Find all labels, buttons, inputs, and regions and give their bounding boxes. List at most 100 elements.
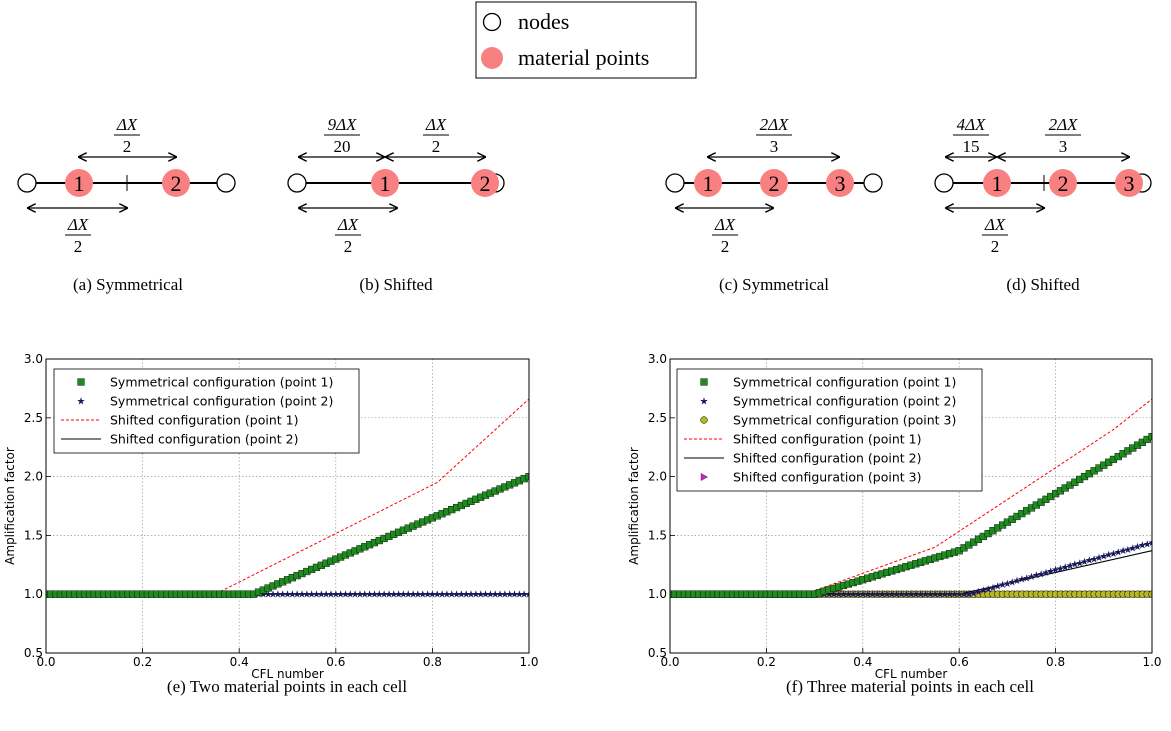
data-point: ★: [1008, 577, 1017, 588]
diagram-a-top-fraction-num: ΔX: [116, 115, 138, 134]
diagram-a-bottom-fraction-den: 2: [74, 237, 83, 256]
data-point: ★: [467, 590, 476, 601]
data-point: ★: [1051, 565, 1060, 576]
data-point: ★: [288, 590, 297, 601]
y-tick-label: 3.0: [648, 352, 667, 366]
y-tick-label: 3.0: [24, 352, 43, 366]
node: [934, 173, 954, 193]
diagram-b-caption: (b) Shifted: [359, 275, 433, 294]
data-point: ★: [1099, 552, 1108, 563]
x-tick-label: 0.2: [757, 655, 776, 669]
data-point: ★: [418, 590, 427, 601]
legend-material-points-label: material points: [518, 45, 649, 70]
data-point: ★: [462, 590, 471, 601]
data-point: ★: [293, 590, 302, 601]
data-point: ★: [520, 590, 529, 601]
data-point: ★: [1133, 542, 1142, 553]
legend-frame: [53, 368, 360, 454]
data-point: ★: [269, 590, 278, 601]
data-point: ★: [1128, 543, 1137, 554]
diagram-c-bottom-fraction-num: ΔX: [714, 215, 736, 234]
data-point: ★: [844, 590, 853, 601]
chart-legend: Symmetrical configuration (point 1) ★ Symm…: [676, 368, 983, 492]
y-tick-label: 2.5: [648, 411, 667, 425]
data-point: ★: [960, 590, 969, 601]
diagram-a-caption: (a) Symmetrical: [73, 275, 183, 294]
legend-swatch: ★: [77, 397, 86, 408]
data-point: ★: [1143, 539, 1152, 550]
data-point: ★: [1070, 560, 1079, 571]
data-point: ★: [974, 587, 983, 598]
x-axis-label: CFL number: [251, 667, 324, 681]
diagram-d-top-right-den: 3: [1059, 137, 1068, 156]
node: [287, 173, 307, 193]
data-point: ★: [500, 590, 509, 601]
data-point: ★: [360, 590, 369, 601]
data-point: ★: [491, 590, 500, 601]
legend-swatch: [700, 473, 708, 481]
data-point: ★: [476, 590, 485, 601]
data-point: ★: [307, 590, 316, 601]
legend-entry-label: Symmetrical configuration (point 2): [733, 394, 956, 409]
x-tick-label: 0.4: [230, 655, 249, 669]
material-point: [1115, 169, 1143, 197]
chart-f: 0.0 0.2 0.4 0.6 0.8 1.0 0.5 1.0 1.5 2.0 2.5 3.0 CFL …: [627, 352, 1162, 681]
legend-entry-label: Symmetrical configuration (point 1): [733, 375, 956, 390]
legend-entry-label: Symmetrical configuration (point 3): [733, 413, 956, 428]
data-point: ★: [341, 590, 350, 601]
data-point: ★: [940, 590, 949, 601]
data-point: ★: [399, 590, 408, 601]
data-point: ★: [322, 590, 331, 601]
node: [17, 173, 37, 193]
diagram-d-top-left-den: 15: [963, 137, 980, 156]
data-point: ★: [882, 590, 891, 601]
x-tick-label: 0.6: [950, 655, 969, 669]
y-tick-label: 0.5: [24, 646, 43, 660]
diagram-d: 4ΔX 15 2ΔX 3 1 2 3 ΔX 2 (d) Shifted: [934, 115, 1152, 294]
x-tick-label: 0.0: [36, 655, 55, 669]
data-point: ★: [945, 590, 954, 601]
data-point: ★: [911, 590, 920, 601]
diagram-d-top-left-num: 4ΔX: [957, 115, 986, 134]
data-point: ★: [515, 590, 524, 601]
legend-swatch: [700, 416, 708, 424]
diagram-c-caption: (c) Symmetrical: [719, 275, 829, 294]
data-point: ★: [404, 590, 413, 601]
data-point: ★: [496, 590, 505, 601]
diagram-d-caption: (d) Shifted: [1006, 275, 1080, 294]
data-point: ★: [442, 590, 451, 601]
diagram-a-top-fraction-den: 2: [123, 137, 132, 156]
legend-entry-label: Shifted configuration (point 1): [733, 432, 921, 447]
diagram-a-bottom-fraction-num: ΔX: [67, 215, 89, 234]
diagram-b-top-right-den: 2: [432, 137, 441, 156]
top-legend: nodes material points: [475, 1, 697, 79]
data-point: ★: [1003, 579, 1012, 590]
data-point: ★: [447, 590, 456, 601]
data-point: ★: [1032, 571, 1041, 582]
legend-swatch: [77, 378, 85, 386]
diagram-d-top-right-num: 2ΔX: [1049, 115, 1078, 134]
diagram-b-top-left-num: 9ΔX: [328, 115, 357, 134]
node: [863, 173, 883, 193]
data-point: ★: [1046, 567, 1055, 578]
data-point: ★: [409, 590, 418, 601]
data-point: ★: [916, 590, 925, 601]
chart-f-caption: (f) Three material points in each cell: [786, 677, 1034, 696]
material-point: [162, 169, 190, 197]
data-point: ★: [346, 590, 355, 601]
series-layer: ★★★★★★★★★★★★★★★★★★★★★★★★★★★★★★★★★★★★★★★★…: [46, 398, 534, 601]
legend-entry-label: Shifted configuration (point 2): [733, 451, 921, 466]
data-point: ★: [283, 590, 292, 601]
data-point: ★: [964, 590, 973, 601]
diagram-c-top-fraction-num: 2ΔX: [760, 115, 789, 134]
data-point: ★: [481, 590, 490, 601]
legend-entry-label: Shifted configuration (point 3): [733, 470, 921, 485]
data-point: ★: [887, 590, 896, 601]
data-point: ★: [1041, 568, 1050, 579]
y-axis-label: Amplification factor: [627, 447, 641, 565]
data-point: ★: [423, 590, 432, 601]
material-point-legend-symbol: [481, 47, 503, 69]
data-point: ★: [525, 590, 534, 601]
chart-e: 0.0 0.2 0.4 0.6 0.8 1.0 0.5 1.0 1.5 2.0 2.5 3.0 CFL …: [3, 352, 539, 681]
